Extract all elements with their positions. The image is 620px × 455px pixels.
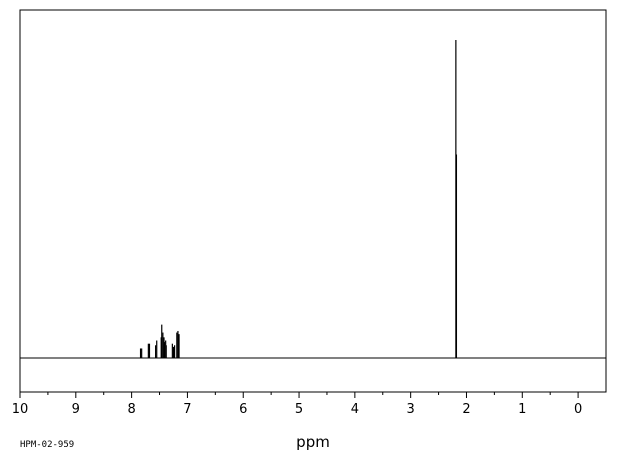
x-tick-label: 7: [183, 402, 191, 417]
x-tick-label: 10: [12, 402, 29, 417]
x-tick-label: 3: [407, 402, 415, 417]
x-tick-label: 2: [462, 402, 470, 417]
x-tick-label: 0: [574, 402, 582, 417]
x-axis-ticks: [19, 392, 579, 398]
peak-group: [139, 40, 458, 358]
x-tick-label: 6: [239, 402, 247, 417]
x-axis-title: ppm: [296, 433, 330, 451]
plot-frame: [19, 9, 607, 393]
x-axis-tick-labels: 10 9 8 7 6 5 4 3 2 1 0: [12, 402, 583, 417]
spectrum-code-label: HPM-02-959: [20, 440, 74, 450]
x-tick-label: 5: [295, 402, 303, 417]
x-tick-label: 4: [351, 402, 359, 417]
x-tick-label: 1: [518, 402, 526, 417]
x-tick-label: 9: [72, 402, 80, 417]
x-tick-label: 8: [127, 402, 135, 417]
